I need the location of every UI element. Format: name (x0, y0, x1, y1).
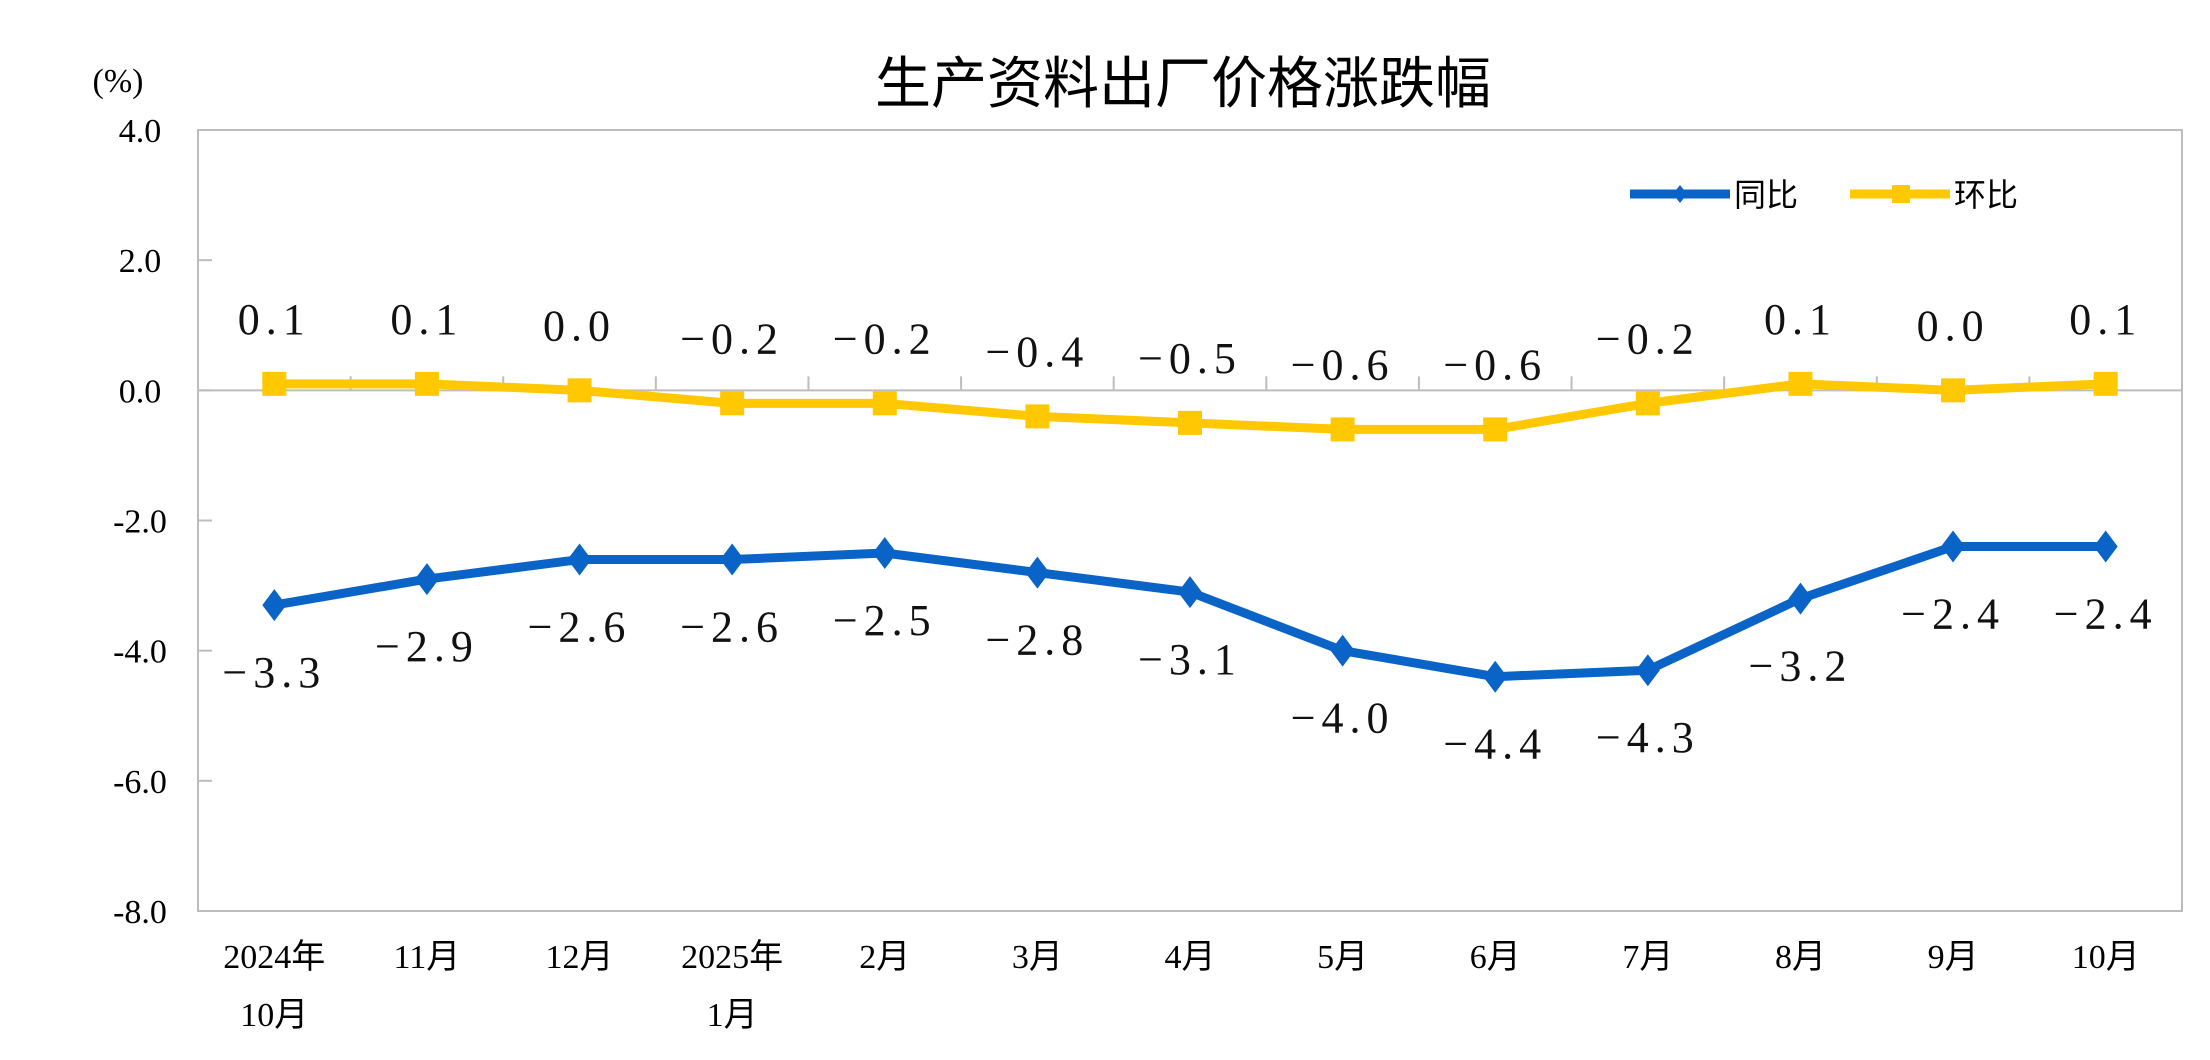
x-tick-label: 5月 (1317, 939, 1368, 976)
data-label: −0.4 (985, 327, 1089, 376)
data-point (2093, 530, 2118, 563)
data-point (262, 371, 287, 396)
data-point (262, 589, 287, 622)
data-point (567, 378, 592, 403)
data-point (720, 391, 745, 416)
data-label: −0.2 (1596, 314, 1700, 363)
legend-label: 环比 (1954, 176, 2018, 214)
legend-marker (1673, 185, 1687, 203)
x-tick-label: 3月 (1012, 939, 1063, 976)
data-label: −2.6 (680, 603, 784, 652)
data-point (1788, 371, 1813, 396)
data-point (872, 391, 897, 416)
y-tick-label: -4.0 (113, 634, 167, 671)
y-tick-label: 2.0 (119, 243, 162, 280)
plot-area (197, 129, 2183, 912)
data-label: −3.3 (222, 648, 326, 697)
legend-label: 同比 (1734, 176, 1798, 214)
x-tick-label: 7月 (1622, 939, 1673, 976)
data-label: −0.6 (1443, 340, 1547, 389)
data-label: −0.2 (833, 314, 937, 363)
data-point (1941, 530, 1966, 563)
data-label: −4.4 (1443, 720, 1547, 769)
data-point (1788, 582, 1813, 615)
data-label: 0.1 (2069, 295, 2142, 344)
x-tick-label: 4月 (1165, 939, 1216, 976)
data-point (1941, 378, 1966, 403)
y-axis-unit: (%) (93, 63, 144, 100)
data-label: 0.1 (1764, 295, 1837, 344)
series-mom: 0.1 0.1 0.0 −0.2 −0.2 −0.4 −0.5 −0.6 −0.6 −0.2 0.1… (238, 295, 2142, 442)
data-point (1025, 556, 1050, 589)
x-tick-label: 2025年 (681, 938, 783, 976)
data-point (414, 371, 439, 396)
x-tick-label: 10月 (2072, 939, 2140, 976)
x-tick-label: 9月 (1928, 939, 1979, 976)
data-point (1635, 391, 1660, 416)
data-point (1178, 576, 1202, 609)
data-label: −3.1 (1138, 635, 1242, 684)
data-point (1483, 417, 1508, 442)
data-point (567, 543, 592, 576)
y-tick-label: -8.0 (113, 894, 167, 931)
data-point (414, 563, 439, 596)
x-tick-label: 1月 (707, 997, 758, 1034)
data-label: 0.1 (390, 295, 463, 344)
data-point (2093, 371, 2118, 396)
data-label: −3.2 (1749, 642, 1853, 691)
data-point (872, 537, 897, 570)
data-point (1330, 417, 1355, 442)
chart-title: 生产资料出厂价格涨跌幅 (875, 52, 1491, 117)
legend-marker (1892, 185, 1910, 203)
data-label: −2.6 (528, 603, 632, 652)
y-tick-label: -6.0 (113, 764, 167, 801)
data-point (1178, 410, 1202, 435)
data-point (1330, 634, 1355, 667)
data-label: −2.9 (375, 622, 479, 671)
data-label: −4.0 (1291, 694, 1395, 743)
y-tick-label: 4.0 (119, 113, 162, 150)
x-tick-label: 6月 (1470, 939, 1521, 976)
data-label: −2.4 (2054, 590, 2158, 639)
data-label: −2.8 (985, 616, 1089, 665)
x-tick-label: 2月 (859, 939, 910, 976)
x-tick-label: 11月 (394, 939, 461, 976)
x-tick-label: 12月 (546, 939, 614, 976)
data-label: −0.2 (680, 314, 784, 363)
data-label: 0.0 (1917, 301, 1990, 350)
series-yoy: −3.3 −2.9 −2.6 −2.6 −2.5 −2.8 −3.1 −4.0 −4.4 −4.3… (222, 530, 2158, 769)
data-point (1025, 404, 1050, 429)
x-tick-label: 8月 (1775, 939, 1826, 976)
y-tick-label: -2.0 (113, 504, 167, 541)
data-label: 0.0 (543, 301, 616, 350)
data-label: 0.1 (238, 295, 311, 344)
data-point (1483, 660, 1508, 693)
x-tick-label: 10月 (240, 997, 308, 1034)
legend: 同比 环比 (1630, 176, 2018, 214)
data-label: −0.6 (1291, 340, 1395, 389)
data-label: −2.5 (833, 596, 937, 645)
data-label: −0.5 (1138, 334, 1242, 383)
data-point (1635, 654, 1660, 687)
data-label: −2.4 (1901, 590, 2005, 639)
data-point (720, 543, 745, 576)
y-tick-label: 0.0 (119, 373, 162, 410)
data-label: −4.3 (1596, 713, 1700, 762)
x-tick-label: 2024年 (223, 938, 325, 976)
